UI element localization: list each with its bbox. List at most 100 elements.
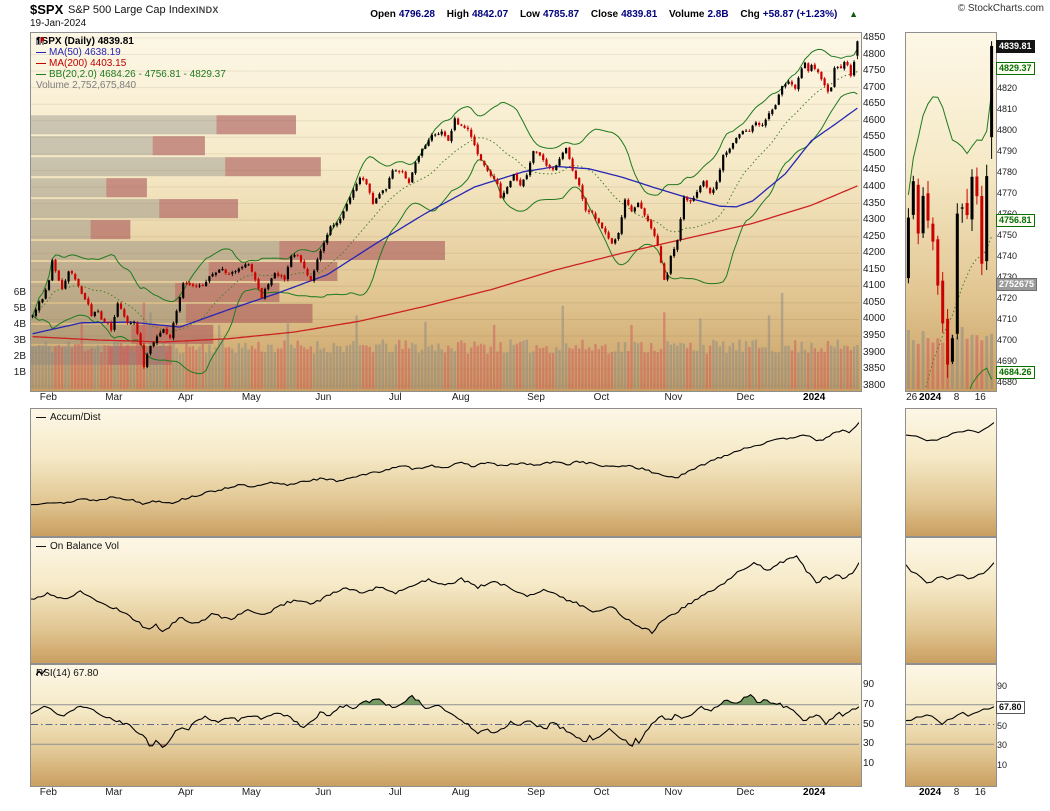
mini-price-tick: 4740 [997, 250, 1018, 261]
volume-icon [36, 38, 44, 45]
month-label: Oct [593, 787, 610, 798]
quote-chg-label: Chg [740, 9, 760, 20]
month-label: Mar [105, 787, 123, 798]
mini-price-tick: 4820 [997, 83, 1018, 94]
mini-price-tick: 4840 [997, 41, 1018, 52]
month-label: Sep [527, 392, 545, 403]
rsi-tick: 50 [863, 718, 875, 730]
price-tick: 4600 [863, 114, 886, 126]
obv-panel: — On Balance Vol [30, 537, 862, 664]
volume-tick: 2B [13, 351, 26, 362]
price-tick: 4200 [863, 247, 886, 259]
copyright-link[interactable]: © StockCharts.com [957, 3, 1044, 14]
main-price-panel: $SPX (Daily) 4839.81 — MA(50) 4638.19 — MA… [30, 32, 862, 392]
quote-low-label: Low [519, 9, 540, 20]
mini-price-tick: 4700 [997, 334, 1018, 345]
line-icon: — [36, 412, 46, 423]
price-chart-svg [31, 37, 859, 389]
mini-price-chart-svg [906, 41, 994, 389]
last-price-badge: 4839.81 [996, 39, 1035, 53]
quote-high-label: High [446, 9, 469, 20]
mini-price-tick: 4790 [997, 146, 1018, 157]
volume-badge: 2752675 [996, 278, 1038, 292]
volume-tick: 4B [13, 319, 26, 330]
rsi-mini-tick: 70 [997, 700, 1008, 711]
rsi-mini-tick: 90 [997, 680, 1008, 691]
price-tick: 4850 [863, 31, 886, 43]
price-tick: 4250 [863, 230, 886, 242]
price-tick: 4550 [863, 131, 886, 143]
price-tick: 4000 [863, 313, 886, 325]
quote-close-label: Close [590, 9, 619, 20]
price-tick: 4750 [863, 65, 886, 77]
rsi-panel: RSI(14) 67.80 [30, 664, 862, 787]
accum-dist-label: Accum/Dist [50, 412, 101, 423]
mini-price-tick: 4710 [997, 313, 1018, 324]
price-tick: 4450 [863, 164, 886, 176]
volume-tick: 6B [13, 287, 26, 298]
mini-price-tick: 4730 [997, 271, 1018, 282]
price-tick: 3900 [863, 346, 886, 358]
mini-price-tick: 4750 [997, 230, 1018, 241]
month-label: Jul [388, 787, 402, 798]
ma50-line-icon: — [36, 47, 46, 58]
month-label: Nov [664, 392, 683, 403]
month-label: Oct [593, 392, 610, 403]
legend-bb: BB(20,2.0) 4684.26 - 4756.81 - 4829.37 [49, 69, 226, 80]
rsi-value-badge: 67.80 [996, 700, 1025, 714]
quote-open-label: Open [370, 9, 396, 20]
chart-date: 19-Jan-2024 [30, 18, 87, 29]
mini-x-label: 26 [906, 392, 918, 403]
month-label: Jun [315, 787, 332, 798]
mini-price-tick: 4720 [997, 292, 1018, 303]
rsi-svg [31, 694, 859, 749]
mini-x-label: 16 [974, 787, 986, 798]
price-tick: 4100 [863, 280, 886, 292]
rsi-tick: 90 [863, 678, 875, 690]
exchange-tag: INDX [196, 5, 219, 15]
rsi-icon [36, 668, 47, 676]
month-label: Feb [39, 392, 57, 403]
month-label: May [241, 787, 261, 798]
rsi-tick: 10 [863, 758, 875, 770]
month-label: May [241, 392, 261, 403]
rsi-tick: 30 [863, 738, 875, 750]
mini-price-tick: 4680 [997, 376, 1018, 387]
rsi-mini-tick: 50 [997, 720, 1008, 731]
legend-spx: $SPX (Daily) 4839.81 [36, 36, 134, 47]
mini-price-tick: 4810 [997, 104, 1018, 115]
accum-dist-panel: — Accum/Dist [30, 408, 862, 537]
rsi-label: RSI(14) 67.80 [36, 668, 99, 679]
mini-price-panel [905, 32, 997, 392]
rsi-mini-tick: 10 [997, 760, 1008, 771]
price-tick: 3850 [863, 363, 886, 375]
mini-price-tick: 4760 [997, 209, 1018, 220]
legend-ma200: MA(200) 4403.15 [49, 58, 127, 69]
month-label: 2024 [803, 787, 826, 798]
bb-lower-badge: 4684.26 [996, 365, 1035, 379]
month-label: Nov [664, 787, 683, 798]
obv-svg [31, 555, 859, 635]
quote-close-value: 4839.81 [621, 9, 658, 20]
mini-x-label: 2024 [918, 392, 942, 403]
candlestick-icon [37, 37, 44, 44]
price-tick: 3950 [863, 330, 886, 341]
rsi-tick: 70 [863, 698, 875, 710]
price-tick: 4300 [863, 214, 886, 226]
price-tick: 4500 [863, 147, 886, 159]
month-label: Sep [527, 787, 545, 798]
quote-low-value: 4785.87 [542, 9, 580, 20]
quote-chg-value: +58.87 (+1.23%) [762, 9, 838, 20]
month-label: Apr [178, 392, 194, 403]
month-label: Apr [178, 787, 194, 798]
rsi-mini-panel [905, 664, 997, 787]
obv-mini-svg [906, 562, 994, 584]
mini-price-tick: 4780 [997, 167, 1018, 178]
quote-volume-label: Volume [669, 9, 705, 20]
accum-dist-mini-panel [905, 408, 997, 537]
mini-x-label: 2024 [918, 787, 942, 798]
quote-open-value: 4796.28 [398, 9, 435, 20]
symbol-name: S&P 500 Large Cap Index [68, 4, 196, 16]
bb-line-icon: — [36, 69, 46, 80]
month-label: Mar [105, 392, 123, 403]
